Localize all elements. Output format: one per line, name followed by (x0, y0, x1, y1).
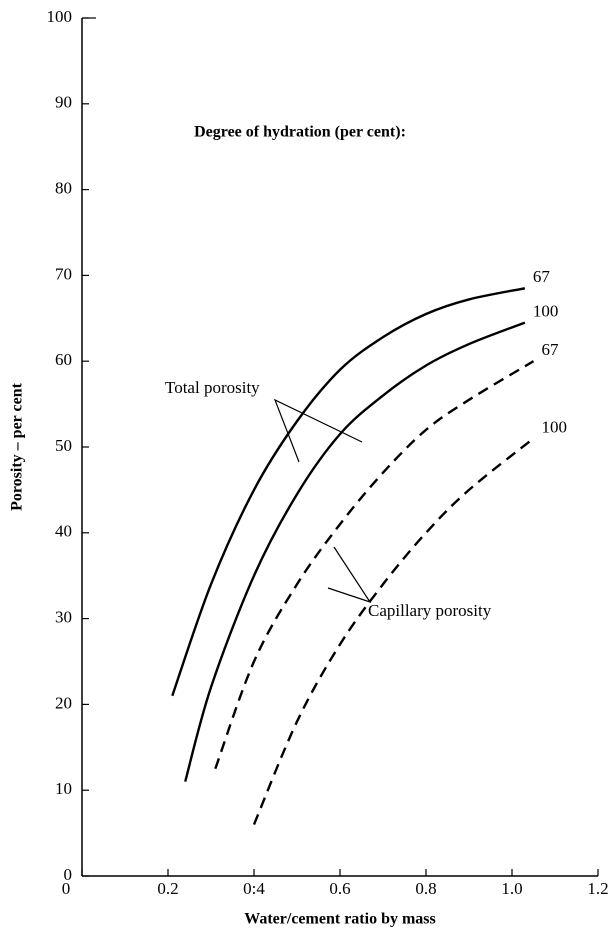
x-tick-label: 0.6 (329, 879, 350, 898)
y-tick-label: 0 (64, 865, 73, 884)
x-axis-label: Water/cement ratio by mass (244, 911, 436, 928)
y-tick-label: 20 (55, 693, 72, 712)
line (184, 321, 526, 782)
x-tick-label: 1.2 (587, 879, 608, 898)
y-tick-label: 70 (55, 264, 72, 283)
y-axis-label: Porosity – per cent (9, 382, 26, 511)
y-tick-label: 50 (55, 436, 72, 455)
x-tick-label: 0.2 (157, 879, 178, 898)
series-label: 100 (542, 417, 568, 436)
x-tick-label: 1.0 (501, 879, 522, 898)
line (214, 360, 535, 770)
y-tick-label: 40 (55, 522, 72, 541)
y-tick-label: 60 (55, 350, 72, 369)
line (252, 437, 535, 825)
series-label: 67 (533, 267, 551, 286)
x-tick-label: 0:4 (243, 879, 265, 898)
x-tick-label: 0.8 (415, 879, 436, 898)
y-tick-label: 80 (55, 179, 72, 198)
subtitle: Degree of hydration (per cent): (194, 124, 406, 141)
y-tick-label: 10 (55, 779, 72, 798)
y-tick-label: 100 (47, 7, 73, 26)
annotation: Total porosity (165, 378, 260, 397)
x-tick-label: 0 (62, 879, 71, 898)
annotation: Capillary porosity (368, 601, 492, 620)
pointer (327, 546, 372, 604)
series-label: 100 (533, 301, 559, 320)
annotation-pointers (273, 398, 372, 604)
y-tick-label: 90 (55, 93, 72, 112)
line (171, 287, 526, 697)
y-tick-label: 30 (55, 608, 72, 627)
series-label: 67 (542, 340, 560, 359)
pointer (273, 398, 363, 463)
